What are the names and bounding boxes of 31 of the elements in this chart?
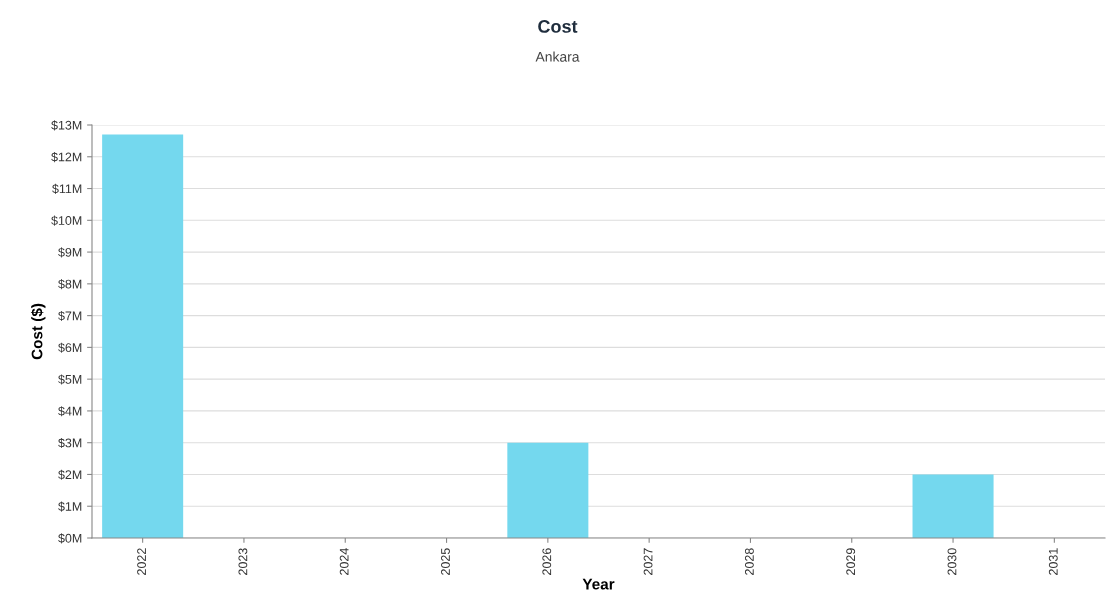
chart-subtitle: Ankara — [535, 51, 580, 62]
bar — [912, 474, 994, 538]
y-tick-label: $6M — [58, 342, 82, 353]
x-axis-title: Year — [582, 578, 615, 590]
y-tick-label: $2M — [58, 469, 82, 480]
y-tick-label: $13M — [51, 120, 82, 131]
y-tick-label: $5M — [58, 374, 82, 385]
y-tick-label: $3M — [58, 437, 82, 449]
x-tick-label: 2026 — [542, 548, 552, 575]
x-tick-label: 2029 — [846, 548, 856, 575]
y-tick-label: $9M — [58, 247, 82, 258]
y-axis-title: Cost ($) — [30, 303, 46, 360]
x-tick-label: 2024 — [339, 548, 349, 575]
bar — [102, 134, 184, 538]
x-tick-label: 2031 — [1048, 548, 1058, 575]
x-tick-label: 2028 — [744, 548, 754, 575]
y-tick-label: $4M — [58, 406, 82, 417]
y-tick-label: $12M — [51, 152, 82, 163]
x-tick-label: 2022 — [137, 548, 147, 575]
chart-title: Cost — [538, 20, 578, 33]
y-tick-label: $0M — [58, 533, 82, 544]
x-tick-label: 2023 — [238, 548, 248, 575]
y-tick-label: $1M — [58, 501, 82, 512]
y-tick-label: $11M — [52, 183, 82, 194]
x-tick-label: 2030 — [947, 548, 957, 575]
bar — [507, 442, 589, 538]
y-tick-label: $8M — [58, 279, 82, 290]
x-tick-label: 2025 — [441, 548, 450, 575]
y-tick-label: $10M — [51, 215, 82, 226]
y-tick-label: $7M — [58, 310, 82, 322]
x-tick-label: 2027 — [643, 548, 653, 575]
